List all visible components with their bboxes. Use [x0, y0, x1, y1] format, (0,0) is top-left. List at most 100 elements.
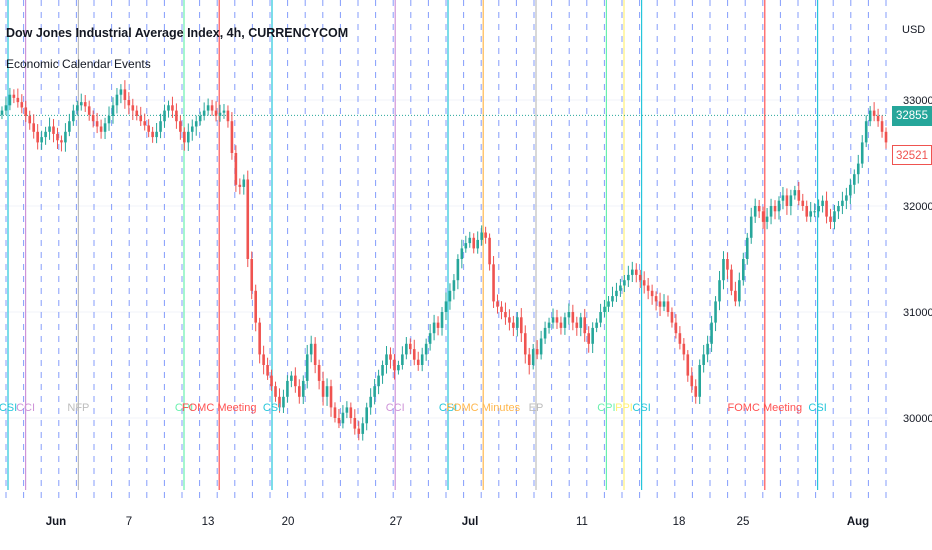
candle-body — [290, 375, 293, 381]
candle-body — [527, 354, 531, 365]
candle-body — [571, 312, 575, 323]
candle-body — [68, 121, 71, 132]
candle-body — [718, 280, 721, 302]
candle-body — [139, 115, 143, 122]
candle-body — [551, 317, 555, 323]
candle-body — [266, 365, 269, 376]
candle-body — [365, 407, 368, 424]
candle-body — [198, 115, 202, 122]
candle-body — [79, 102, 83, 106]
x-tick-label: 18 — [673, 516, 686, 528]
candle-body — [377, 375, 380, 387]
y-tick-label: 31000 — [903, 307, 932, 319]
candle-body — [849, 184, 852, 196]
candle-body — [91, 114, 95, 122]
candle-body — [44, 131, 47, 138]
candle-body — [40, 137, 43, 143]
event-label: CSI — [632, 402, 650, 414]
event-label: NFP — [67, 402, 89, 414]
candle-body — [405, 343, 408, 355]
event-label: CSI — [439, 402, 457, 414]
candle-body — [274, 386, 277, 397]
candle-body — [523, 333, 527, 355]
candle-body — [111, 105, 115, 116]
candle-body — [785, 195, 789, 206]
candle-body — [658, 301, 662, 307]
x-tick-label: 7 — [126, 516, 132, 528]
x-tick-label: 25 — [737, 516, 750, 528]
candle-body — [563, 317, 567, 328]
candle-body — [420, 354, 424, 365]
candle-body — [448, 290, 452, 302]
candle-body — [317, 365, 321, 381]
candle-body — [805, 206, 809, 217]
candle-body — [155, 131, 158, 138]
candle-body — [579, 317, 583, 328]
x-tick-label: 20 — [282, 516, 295, 528]
candle-body — [369, 396, 372, 408]
candle-body — [401, 354, 404, 365]
candle-body — [361, 423, 365, 434]
event-label: CPI — [175, 402, 193, 414]
candle-body — [381, 365, 384, 376]
candle-body — [642, 280, 646, 286]
candle-body — [559, 322, 563, 328]
candle-body — [127, 100, 131, 106]
candle-body — [686, 354, 690, 376]
candle-body — [60, 140, 63, 143]
candle-body — [516, 317, 519, 328]
candle-body — [738, 280, 741, 302]
candle-body — [714, 301, 717, 323]
chart-title: Dow Jones Industrial Average Index, 4h, … — [6, 26, 349, 40]
candle-body — [547, 322, 551, 328]
candle-body — [793, 190, 797, 196]
currency-label: USD — [902, 24, 926, 36]
candle-body — [845, 195, 848, 201]
candle-body — [16, 97, 20, 103]
candle-body — [123, 89, 127, 100]
candle-body — [349, 407, 353, 418]
candle-body — [214, 110, 218, 116]
candle-body — [444, 301, 448, 312]
candle-body — [690, 375, 694, 387]
candle-body — [591, 327, 594, 344]
candle-body — [456, 259, 460, 281]
candle-body — [817, 206, 820, 212]
candle-body — [179, 121, 182, 132]
candle-body — [28, 115, 32, 124]
candle-body — [777, 200, 781, 212]
candle-body — [730, 269, 733, 291]
candle-body — [662, 301, 666, 307]
candle-body — [603, 306, 606, 312]
candle-body — [627, 274, 630, 281]
candle-body — [309, 343, 313, 355]
candle-body — [32, 123, 35, 132]
candle-body — [599, 312, 602, 323]
candle-body — [484, 232, 487, 238]
candle-body — [654, 296, 658, 302]
y-tick-label: 30000 — [903, 413, 932, 425]
indicator-name[interactable]: Economic Calendar Events — [6, 57, 151, 71]
candle-body — [508, 317, 511, 323]
event-label: EP — [529, 402, 544, 414]
candle-body — [837, 206, 840, 212]
candle-body — [492, 264, 495, 302]
candle-body — [321, 380, 325, 397]
candle-body — [12, 94, 16, 98]
candle-body — [615, 290, 618, 297]
candle-body — [183, 131, 186, 143]
candle-body — [531, 349, 535, 365]
candle-body — [868, 110, 872, 122]
candle-body — [95, 121, 99, 127]
event-label: CPI — [597, 402, 615, 414]
candle-body — [52, 126, 55, 134]
candle-body — [270, 375, 273, 387]
candle-body — [230, 121, 234, 153]
event-label: CSI — [0, 402, 17, 414]
candle-body — [472, 237, 476, 249]
candle-body — [286, 380, 289, 397]
candle-body — [412, 349, 416, 360]
candle-body — [797, 190, 801, 201]
candle-body — [103, 123, 107, 132]
